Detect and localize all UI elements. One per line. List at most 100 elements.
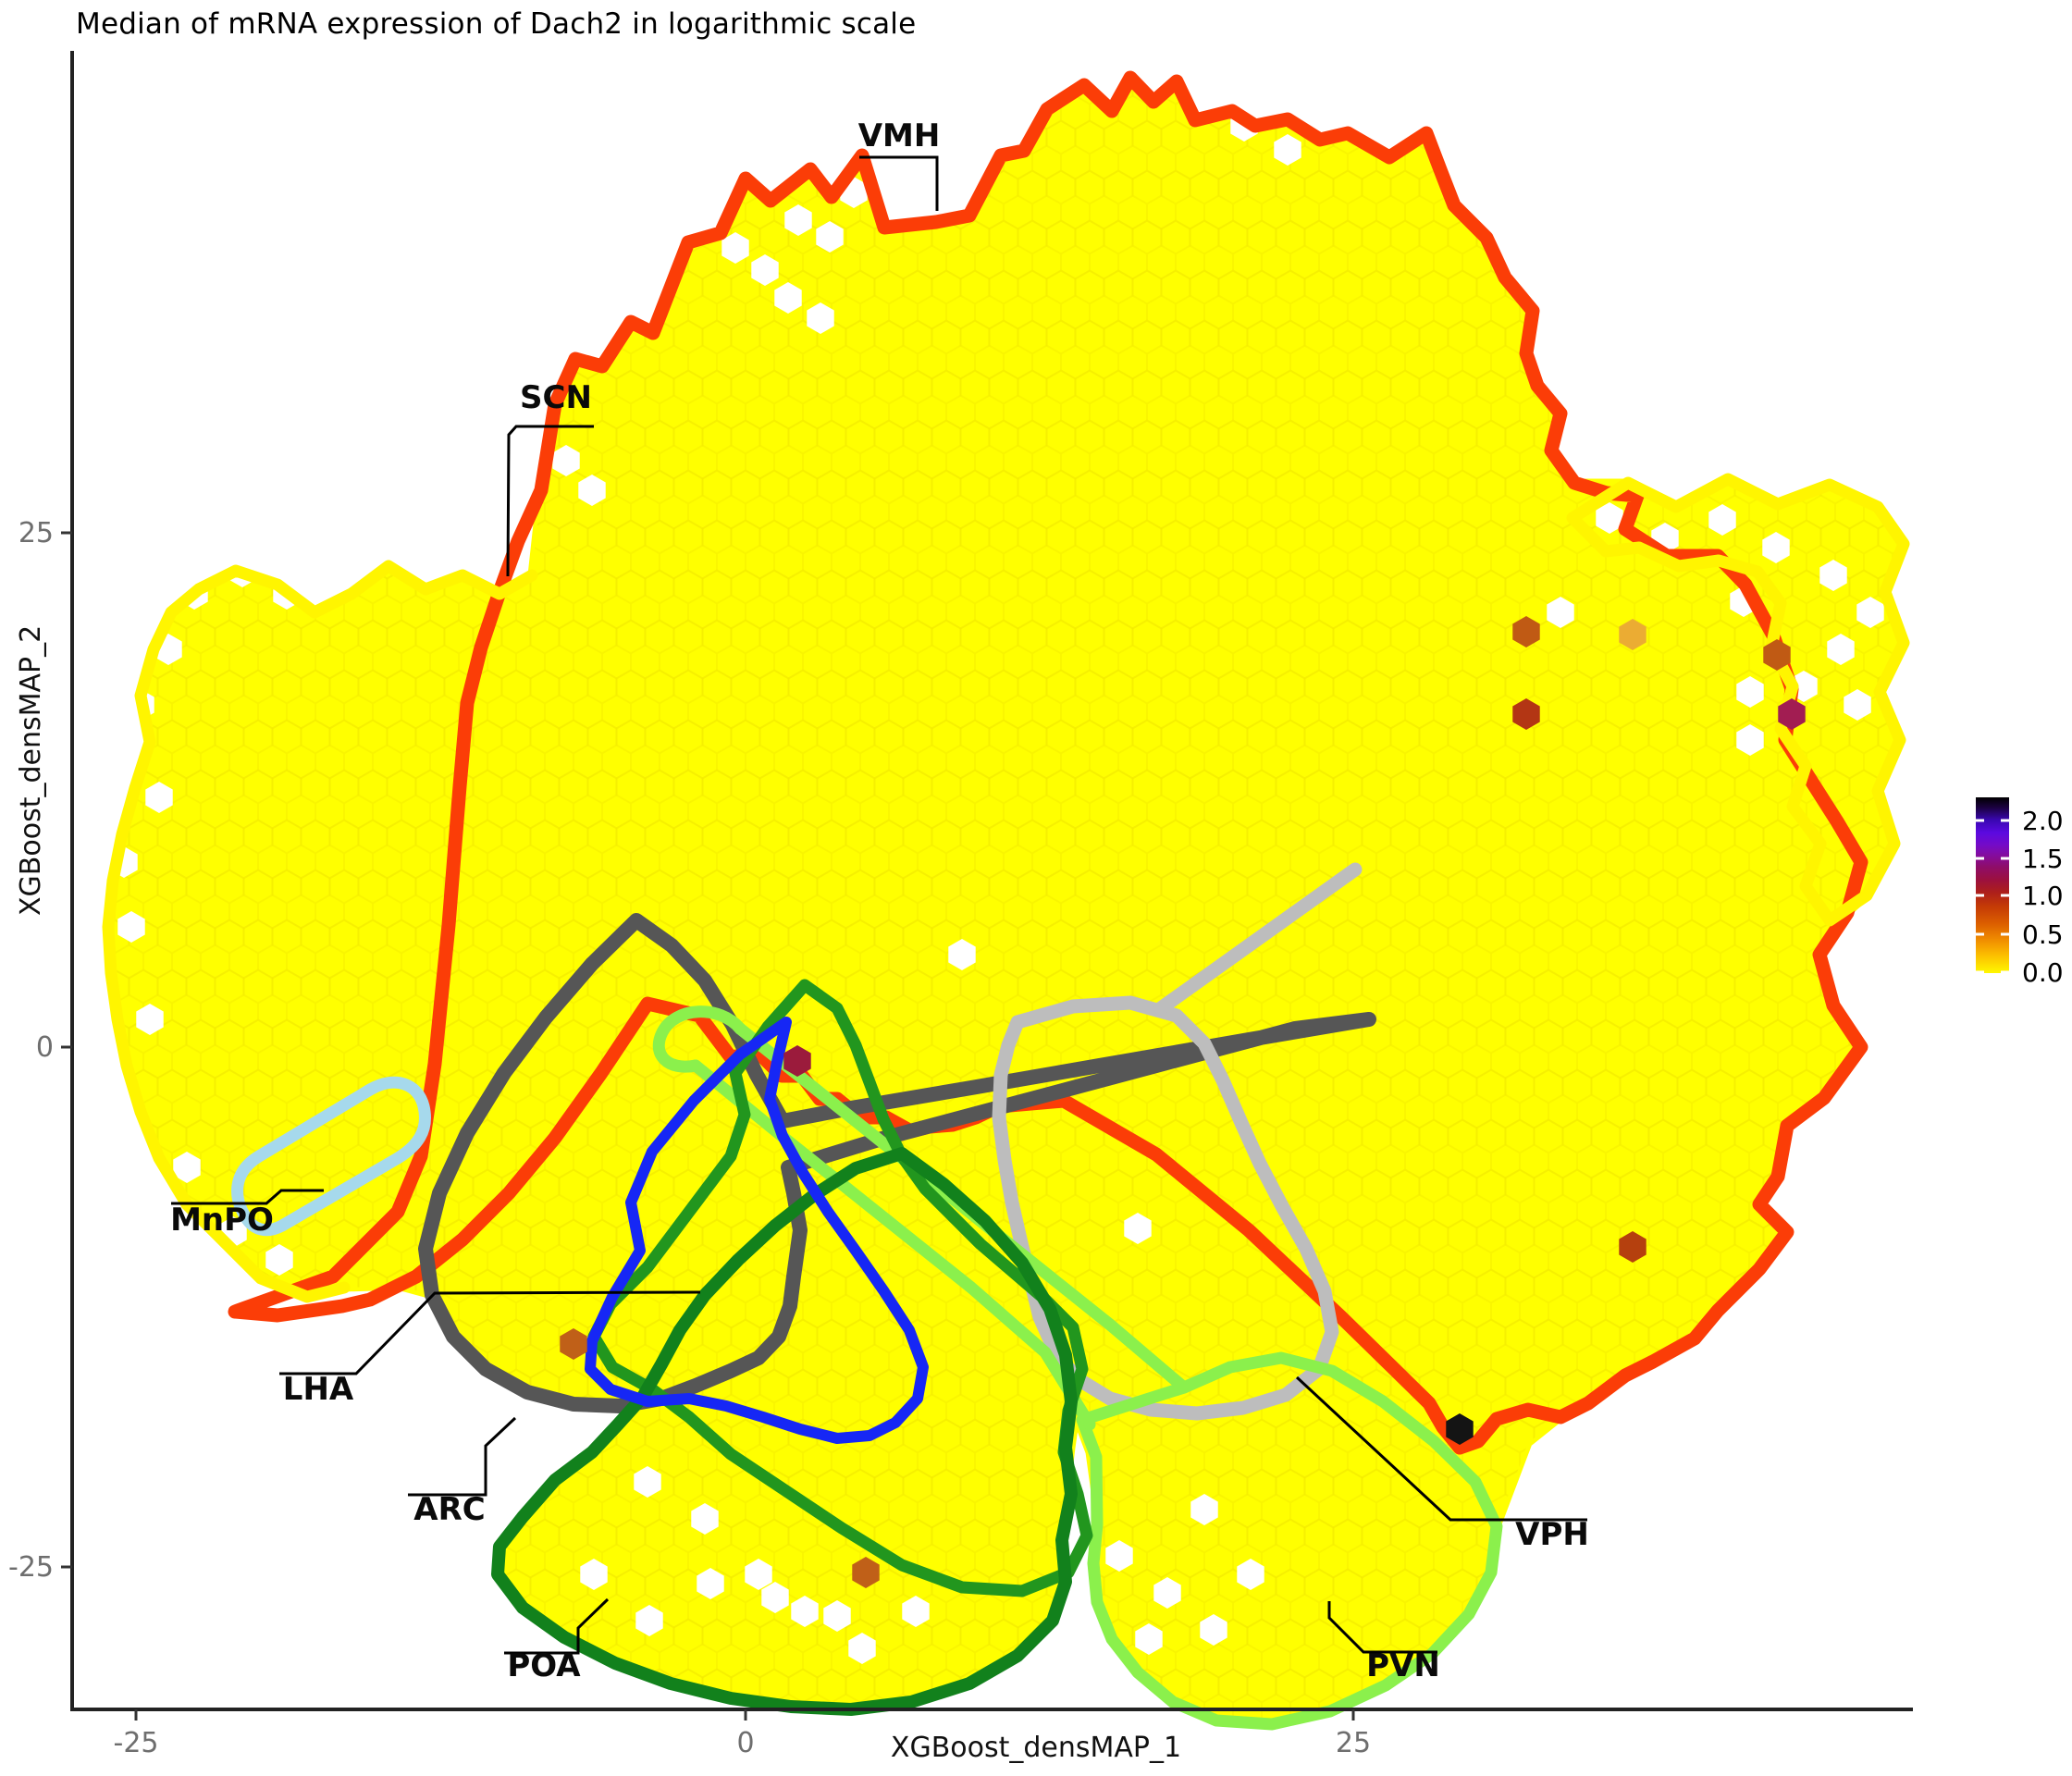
region-label-vmh: VMH bbox=[858, 117, 941, 154]
empty-cell bbox=[807, 302, 834, 334]
empty-cell bbox=[816, 221, 844, 253]
hexbin-cell bbox=[1512, 616, 1540, 648]
x-tick-label: -25 bbox=[114, 1727, 159, 1759]
empty-cell bbox=[1274, 134, 1301, 166]
leader-line-mnpo bbox=[171, 1189, 324, 1205]
empty-cell bbox=[1856, 597, 1884, 628]
region-label-pvn: PVN bbox=[1366, 1647, 1440, 1684]
colorbar-tick-label: 0.0 bbox=[2022, 957, 2064, 988]
empty-cell bbox=[173, 1152, 201, 1183]
empty-cell bbox=[552, 445, 580, 476]
region-outline-poa-darkgreen bbox=[491, 1147, 1078, 1716]
colorbar bbox=[1976, 797, 2009, 973]
leader-line-lha bbox=[279, 1290, 701, 1375]
hexbin-cell bbox=[783, 1045, 811, 1077]
chart-title: Median of mRNA expression of Dach2 in lo… bbox=[76, 7, 917, 41]
region-label-poa: POA bbox=[507, 1647, 581, 1684]
region-outline-lha-darkgray bbox=[418, 913, 1376, 1413]
hexbin-cell bbox=[1619, 619, 1646, 650]
empty-cell bbox=[136, 1004, 164, 1035]
empty-cell bbox=[145, 782, 173, 813]
empty-cell bbox=[1736, 676, 1764, 708]
empty-cell bbox=[580, 1559, 608, 1590]
empty-cell bbox=[1153, 1577, 1181, 1609]
leader-line-scn bbox=[506, 425, 594, 577]
empty-cell bbox=[751, 254, 779, 286]
hexbin-cell bbox=[852, 1557, 880, 1588]
leader-line-arc bbox=[408, 1416, 517, 1497]
region-label-scn: SCN bbox=[520, 379, 592, 416]
region-outline-vph-silver bbox=[1153, 862, 1363, 1016]
leader-line-vph bbox=[1295, 1375, 1587, 1522]
region-outline-arc-green bbox=[587, 979, 1093, 1597]
x-tick-label: 25 bbox=[1336, 1727, 1371, 1759]
empty-cell bbox=[902, 1596, 930, 1627]
region-outline-hexbin-yellow-edge bbox=[1566, 473, 1910, 927]
empty-cell bbox=[948, 939, 976, 970]
empty-cell bbox=[1547, 597, 1574, 628]
empty-cell bbox=[761, 1582, 789, 1613]
empty-cell bbox=[578, 475, 606, 506]
colorbar-tick-label: 2.0 bbox=[2022, 806, 2064, 836]
y-axis-label: XGBoost_densMAP_2 bbox=[15, 624, 47, 916]
y-tick-label: -25 bbox=[8, 1551, 54, 1584]
region-outline-vph-silver bbox=[992, 995, 1339, 1421]
empty-cell bbox=[791, 1596, 819, 1627]
empty-cell bbox=[1736, 724, 1764, 756]
y-tick-label: 0 bbox=[36, 1031, 54, 1064]
empty-cell bbox=[1762, 532, 1790, 563]
region-outline-mnpo-lightblue bbox=[231, 1076, 431, 1237]
hexbin-texture bbox=[108, 78, 1904, 1724]
empty-cell bbox=[634, 1466, 661, 1498]
region-outline-pvn-lightgreen bbox=[1076, 1351, 1503, 1731]
empty-cell bbox=[1124, 1213, 1152, 1244]
empty-cell bbox=[1105, 1540, 1133, 1572]
region-label-arc: ARC bbox=[413, 1491, 485, 1528]
colorbar-tick-label: 1.0 bbox=[2022, 881, 2064, 911]
region-outline-vmh-scn-orangered bbox=[228, 70, 1868, 1455]
region-outline-pvn-lightgreen bbox=[652, 1005, 746, 1073]
region-outline-pvn-lightgreen bbox=[689, 1059, 1096, 1431]
colorbar-tick-label: 1.5 bbox=[2022, 844, 2064, 874]
empty-cell bbox=[1135, 1623, 1163, 1655]
x-axis-label: XGBoost_densMAP_1 bbox=[890, 1732, 1182, 1764]
x-tick-label: 0 bbox=[736, 1727, 754, 1759]
region-label-vph: VPH bbox=[1515, 1516, 1589, 1553]
empty-cell bbox=[1200, 1614, 1227, 1646]
y-tick-label: 25 bbox=[18, 517, 54, 549]
hexbin-cell bbox=[1763, 639, 1791, 671]
empty-cell bbox=[745, 1559, 772, 1590]
empty-cell bbox=[265, 1244, 293, 1276]
hexbin-cell bbox=[560, 1328, 587, 1360]
empty-cell bbox=[1827, 634, 1855, 665]
region-label-mnpo: MnPO bbox=[170, 1202, 274, 1239]
hexbin-cell bbox=[1619, 1231, 1646, 1263]
empty-cell bbox=[697, 1568, 724, 1599]
leader-line-poa bbox=[504, 1597, 610, 1655]
empty-cell bbox=[1596, 502, 1623, 534]
region-outline-hexbin-yellow-edge bbox=[102, 560, 538, 1303]
empty-cell bbox=[1708, 504, 1736, 536]
empty-cell bbox=[117, 911, 145, 943]
empty-cell bbox=[635, 1605, 663, 1636]
region-outline-blue-center bbox=[585, 1017, 929, 1444]
empty-cell bbox=[691, 1503, 719, 1535]
empty-cell bbox=[1190, 1494, 1218, 1525]
empty-cell bbox=[774, 282, 802, 314]
empty-cell bbox=[784, 204, 812, 236]
leader-line-vmh bbox=[859, 155, 939, 211]
empty-cell bbox=[823, 1600, 851, 1632]
hexbin-cell bbox=[1778, 698, 1806, 730]
empty-cell bbox=[1237, 1559, 1264, 1590]
hexbin-cell bbox=[1512, 698, 1540, 730]
region-label-lha: LHA bbox=[283, 1371, 354, 1408]
empty-cell bbox=[1819, 560, 1847, 591]
colorbar-tick-label: 0.5 bbox=[2022, 919, 2064, 950]
empty-cell bbox=[848, 1633, 876, 1664]
empty-cell bbox=[722, 232, 749, 264]
hexbin-cell bbox=[1446, 1413, 1474, 1445]
leader-line-pvn bbox=[1327, 1601, 1437, 1654]
empty-cell bbox=[1844, 689, 1871, 721]
